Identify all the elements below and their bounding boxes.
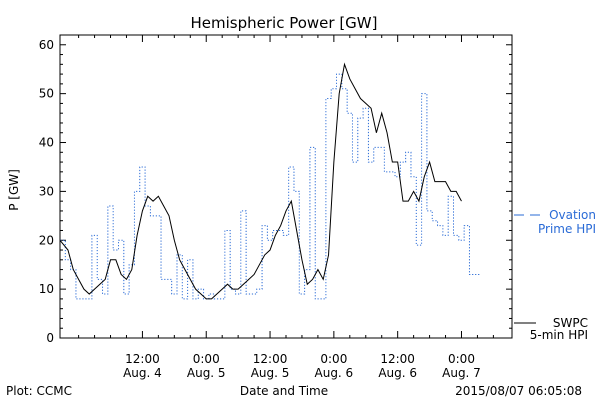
legend-label-ovation-line2: Prime HPI [538, 222, 596, 236]
legend: Ovation Prime HPI SWPC 5-min HPI [514, 208, 596, 342]
x-tick-label-date: Aug. 6 [378, 366, 417, 380]
y-tick-label: 50 [39, 87, 54, 101]
legend-label-swpc-line2: 5-min HPI [530, 328, 588, 342]
x-tick-label-time: 12:00 [380, 352, 415, 366]
y-tick-label: 60 [39, 38, 54, 52]
x-tick-label-time: 0:00 [448, 352, 475, 366]
series-line-ovation-prime-hpi [60, 73, 481, 300]
x-tick-label-time: 12:00 [253, 352, 288, 366]
y-tick-label: 20 [39, 233, 54, 247]
x-tick-label-date: Aug. 4 [123, 366, 162, 380]
footer-timestamp: 2015/08/07 06:05:08 [455, 384, 582, 398]
footer-plot-credit: Plot: CCMC [6, 384, 72, 398]
legend-label-swpc: SWPC [553, 316, 588, 330]
x-tick-label-date: Aug. 6 [315, 366, 354, 380]
x-tick-label-date: Aug. 5 [187, 366, 226, 380]
y-tick-label: 10 [39, 282, 54, 296]
x-tick-label-time: 0:00 [193, 352, 220, 366]
x-tick-label-time: 0:00 [320, 352, 347, 366]
y-tick-label: 30 [39, 184, 54, 198]
legend-label-ovation: Ovation [549, 208, 596, 222]
y-tick-label: 0 [46, 331, 54, 345]
y-axis: 0 10 20 30 40 50 60 [39, 34, 512, 345]
y-tick-label: 40 [39, 136, 54, 150]
x-tick-label-time: 12:00 [125, 352, 160, 366]
plot-area [59, 34, 513, 339]
y-axis-label: P [GW] [7, 169, 21, 211]
x-axis-label: Date and Time [240, 384, 328, 398]
series-line-swpc-5min-hpi [59, 62, 462, 300]
x-tick-label-date: Aug. 5 [251, 366, 290, 380]
x-tick-label-date: Aug. 7 [442, 366, 481, 380]
chart-title: Hemispheric Power [GW] [191, 14, 378, 32]
